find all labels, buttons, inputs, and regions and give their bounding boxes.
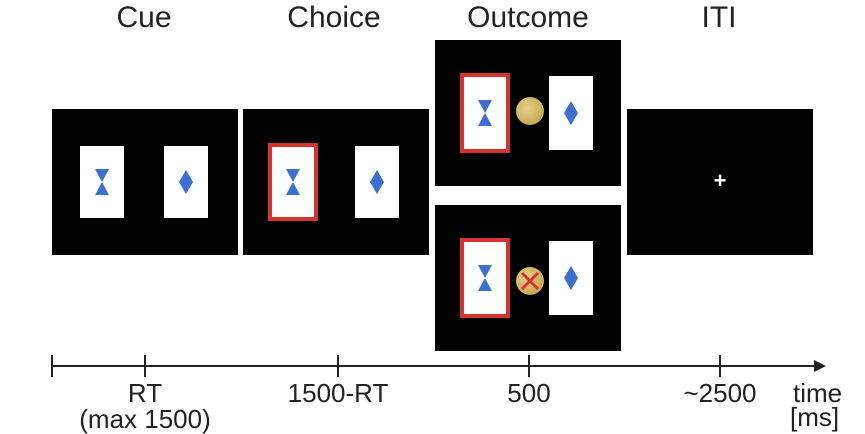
diamond-icon (370, 170, 384, 194)
right-card (355, 146, 399, 218)
hourglass-icon (478, 100, 492, 126)
duration-label-choice: 1500-RT (287, 378, 389, 408)
diamond-icon (179, 170, 193, 194)
right-card (164, 146, 208, 218)
axis-unit-ms: [ms] (790, 402, 840, 432)
coin-icon (516, 97, 544, 125)
selected-left-card (268, 143, 318, 221)
axis-unit-time: time (793, 378, 843, 408)
phase-title-outcome: Outcome (467, 1, 589, 34)
selected-left-card (460, 238, 510, 318)
choice-screen (243, 109, 429, 255)
crossed-coin-icon (516, 267, 544, 295)
duration-label-cue: RT (127, 378, 163, 408)
fixation-cross: + (713, 168, 727, 193)
selected-left-card (460, 73, 510, 153)
cue-screen (52, 109, 238, 255)
timeline-arrowhead (814, 360, 826, 372)
iti-screen: + (627, 109, 813, 255)
left-card (80, 146, 124, 218)
diamond-icon (564, 101, 578, 125)
phase-title-cue: Cue (116, 1, 172, 34)
hourglass-icon (95, 169, 109, 195)
diamond-icon (564, 266, 578, 290)
duration-label-iti: ~2500 (683, 378, 757, 408)
cross-mark-icon (520, 271, 540, 291)
outcome-no-reward-screen (435, 205, 621, 351)
phase-title-iti: ITI (701, 1, 737, 34)
outcome-reward-screen (435, 40, 621, 186)
hourglass-icon (286, 169, 300, 195)
duration-label-cue-max: (max 1500) (79, 404, 211, 434)
right-card (549, 76, 593, 150)
hourglass-icon (478, 265, 492, 291)
duration-label-outcome: 500 (507, 378, 551, 408)
phase-title-choice: Choice (287, 1, 381, 34)
right-card (549, 241, 593, 315)
